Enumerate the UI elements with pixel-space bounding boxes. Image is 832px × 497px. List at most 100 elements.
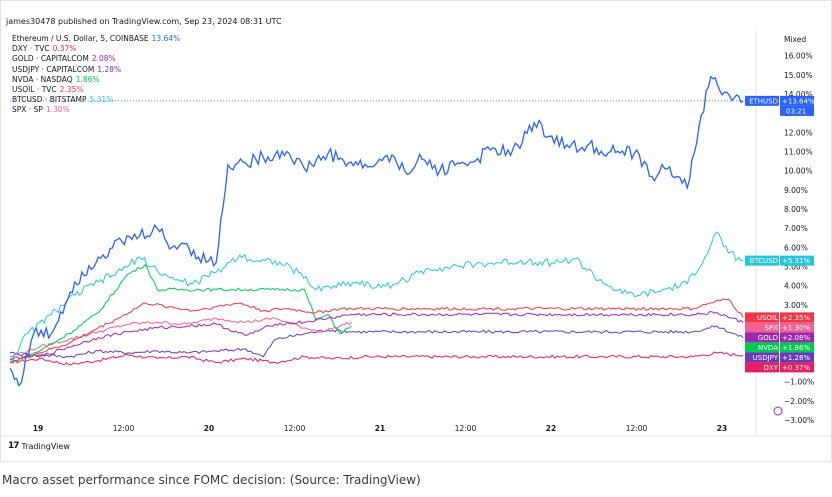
- legend-item-value: 1.28%: [97, 64, 122, 74]
- y-tick-label: −3.00%: [784, 416, 814, 425]
- legend-item-value: 2.35%: [59, 85, 84, 95]
- legend-item[interactable]: GOLD · CAPITALCOM 2.08%: [12, 54, 180, 64]
- price-badge-name-box: [745, 255, 779, 266]
- series-line-nvda: [9, 263, 352, 363]
- price-badge-value: +2.08%: [782, 334, 810, 342]
- price-badge-value: +13.64%: [782, 97, 815, 105]
- y-tick-label: 4.00%: [784, 282, 808, 291]
- y-tick-label: 7.00%: [784, 224, 808, 233]
- price-badge-name: DXY: [764, 364, 779, 372]
- price-badge-name: BTCUSD: [749, 257, 778, 265]
- price-badge: USDJPY +1.28%: [745, 352, 814, 363]
- y-tick-label: 11.00%: [784, 147, 813, 156]
- y-tick-label: 8.00%: [784, 205, 808, 214]
- y-tick-label: 15.00%: [784, 71, 813, 80]
- price-badge-value-box: [780, 342, 814, 353]
- legend-item-name: NVDA · NASDAQ: [12, 74, 73, 84]
- y-tick-label: −2.00%: [784, 397, 814, 406]
- legend-item[interactable]: Ethereum / U.S. Dollar, 5, COINBASE 13.64…: [12, 34, 180, 44]
- price-badge-value-box: [780, 332, 814, 343]
- series-line-spx: [9, 317, 352, 358]
- legend-item-value: 0.37%: [52, 44, 77, 54]
- y-tick-label: 9.00%: [784, 186, 808, 195]
- price-badge-name-box: [745, 362, 779, 373]
- price-badge-value: +5.31%: [782, 257, 810, 265]
- figure-caption: Macro asset performance since FOMC decis…: [2, 473, 421, 487]
- price-badge: NVDA +1.86%: [745, 342, 814, 353]
- y-tick-label: 14.00%: [784, 90, 813, 99]
- x-tick-label: 19: [33, 424, 43, 433]
- x-tick-label: 12:00: [626, 424, 648, 433]
- price-badge-name-box: [745, 332, 779, 343]
- price-badge-value: +1.28%: [782, 354, 810, 362]
- legend-item-name: USOIL · TVC: [12, 85, 57, 95]
- legend-item[interactable]: DXY · TVC 0.37%: [12, 44, 180, 54]
- price-badge: ETHUSD +13.64%: [745, 95, 815, 106]
- price-badge-name: NVDA: [758, 344, 778, 352]
- series-legend: Ethereum / U.S. Dollar, 5, COINBASE 13.64…: [12, 34, 180, 116]
- legend-item-value: 13.64%: [151, 34, 181, 43]
- legend-item-name: SPX · SP: [12, 105, 43, 115]
- legend-item-name: BTCUSD · BITSTAMP: [12, 95, 87, 105]
- series-line-dxy: [9, 351, 744, 366]
- price-badge-value-box: [780, 95, 814, 106]
- tradingview-logo-text: TradingView: [21, 441, 70, 451]
- publisher-line: james30478 published on TradingView.com,…: [6, 17, 282, 26]
- legend-item-name: GOLD · CAPITALCOM: [12, 54, 89, 64]
- y-tick-label: 16.00%: [784, 52, 813, 61]
- y-tick-label: 12.00%: [784, 128, 813, 137]
- tradingview-logo-icon: 17: [8, 441, 19, 451]
- legend-item-value: 5.31%: [89, 95, 114, 105]
- y-tick-label: 3.00%: [784, 301, 808, 310]
- x-tick-label: 12:00: [113, 424, 135, 433]
- x-tick-label: 20: [204, 424, 214, 433]
- y-tick-label: 6.00%: [784, 243, 808, 252]
- legend-item[interactable]: BTCUSD · BITSTAMP 5.31%: [12, 95, 180, 105]
- legend-item-name: USDJPY · CAPITALCOM: [12, 64, 95, 74]
- x-tick-label: 12:00: [284, 424, 306, 433]
- price-badge-name: ETHUSD: [749, 97, 778, 105]
- price-badge-value: +2.35%: [782, 314, 810, 322]
- tradingview-logo: 17 TradingView: [8, 441, 70, 451]
- price-badge-name: USDJPY: [753, 354, 779, 362]
- ethusd-time-box: [780, 105, 814, 116]
- price-badge-value-box: [780, 352, 814, 363]
- series-line-usdjpy: [9, 325, 744, 361]
- legend-item[interactable]: NVDA · NASDAQ 1.86%: [12, 75, 180, 85]
- scale-settings-icon: [773, 406, 783, 416]
- price-badge-name: SPX: [765, 324, 779, 332]
- price-badge-name-box: [745, 342, 779, 353]
- price-badge: SPX +1.30%: [745, 322, 814, 333]
- price-badge-name-box: [745, 352, 779, 363]
- price-badge: BTCUSD +5.31%: [745, 255, 814, 266]
- legend-item-value: 1.30%: [45, 105, 70, 115]
- legend-item[interactable]: USDJPY · CAPITALCOM 1.28%: [12, 65, 180, 75]
- y-tick-label: 10.00%: [784, 167, 813, 176]
- y-tick-label: −1.00%: [784, 378, 814, 387]
- y-tick-label: 5.00%: [784, 263, 808, 272]
- legend-item[interactable]: SPX · SP 1.30%: [12, 105, 180, 115]
- series-line-usoil: [9, 298, 744, 364]
- x-tick-label: 12:00: [455, 424, 477, 433]
- series-line-gold: [9, 311, 744, 358]
- x-tick-label: 23: [717, 424, 727, 433]
- price-badge-value: +0.37%: [782, 364, 810, 372]
- price-badge-name-box: [745, 312, 779, 323]
- price-badge-name-box: [745, 322, 779, 333]
- legend-item-name: DXY · TVC: [12, 44, 50, 54]
- x-tick-label: 21: [375, 424, 385, 433]
- price-badge-value-box: [780, 362, 814, 373]
- ethusd-time-label: 03:21: [786, 107, 806, 115]
- legend-item[interactable]: USOIL · TVC 2.35%: [12, 85, 180, 95]
- price-badge-value: +1.30%: [782, 324, 810, 332]
- legend-item-value: 1.86%: [75, 74, 100, 84]
- scale-mode-label[interactable]: Mixed: [784, 35, 807, 44]
- x-tick-label: 22: [546, 424, 556, 433]
- price-badge-value-box: [780, 255, 814, 266]
- price-badge-value-box: [780, 312, 814, 323]
- price-badge: GOLD +2.08%: [745, 332, 814, 343]
- legend-item-name: Ethereum / U.S. Dollar, 5, COINBASE: [12, 34, 149, 43]
- price-badge-name-box: [745, 95, 779, 106]
- series-line-btcusd: [9, 231, 744, 361]
- price-badge-value: +1.86%: [782, 344, 810, 352]
